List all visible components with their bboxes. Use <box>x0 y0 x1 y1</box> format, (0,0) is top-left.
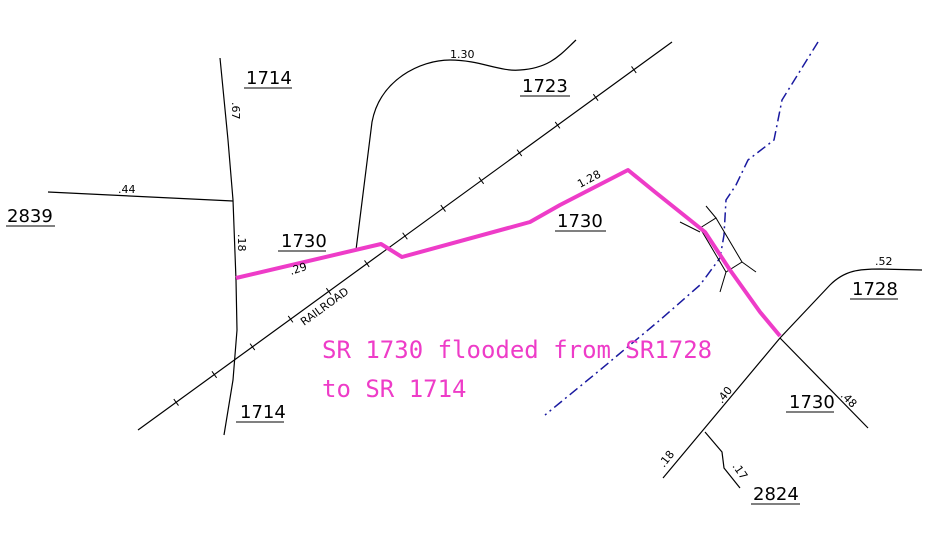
mileage-18-west: .18 <box>235 234 248 252</box>
mileage-labels: 1.30 .67 .44 .18 .29 RAILROAD 1.28 .52 .… <box>118 48 893 482</box>
road-2824-branch <box>704 431 741 489</box>
mileage-67: .67 <box>229 102 242 120</box>
mileage-40: .40 <box>714 384 735 406</box>
railroad-tick <box>325 287 332 295</box>
road-1714 <box>219 57 238 436</box>
mileage-48: .48 <box>838 389 860 411</box>
mileage-44: .44 <box>118 183 136 196</box>
mileage-18-south: .18 <box>656 448 677 470</box>
flood-annotation: SR 1730 flooded from SR1728 to SR 1714 <box>322 336 712 403</box>
railroad-tick <box>592 93 599 101</box>
bridge-structure <box>679 205 757 293</box>
road-labels: 1714 1723 2839 1730 1730 1728 1730 1714 … <box>6 68 898 505</box>
railroad-tick <box>249 343 256 351</box>
railroad-tick <box>173 398 179 406</box>
annotation-line-1: SR 1730 flooded from SR1728 <box>322 336 712 364</box>
mileage-52: .52 <box>875 255 893 268</box>
railroad-tick <box>364 260 370 268</box>
railroad-tick <box>554 121 561 129</box>
road-1730-east <box>779 337 869 429</box>
label-1730-west: 1730 <box>281 231 327 252</box>
label-1728: 1728 <box>852 279 898 300</box>
flooded-road-sr1730 <box>235 168 782 338</box>
label-1723: 1723 <box>522 76 568 97</box>
label-1730-east: 1730 <box>789 392 835 413</box>
mileage-1-30: 1.30 <box>450 48 475 61</box>
label-1714-bottom: 1714 <box>240 402 286 423</box>
railroad-tick <box>402 232 408 240</box>
annotation-line-2: to SR 1714 <box>322 375 467 403</box>
railroad-tick <box>440 204 446 212</box>
railroad-tick <box>631 66 637 74</box>
railroad-tick <box>287 315 294 323</box>
stream <box>544 41 819 416</box>
road-1723 <box>355 39 577 251</box>
label-1730-mid: 1730 <box>557 211 603 232</box>
railroad-tick <box>516 149 523 157</box>
railroad-tick <box>478 177 485 185</box>
label-1714-top: 1714 <box>246 68 292 89</box>
mileage-29: .29 <box>288 260 309 278</box>
railroad-label: RAILROAD <box>298 285 351 329</box>
railroad-tick <box>211 371 218 379</box>
road-2839 <box>47 191 234 202</box>
label-2824: 2824 <box>753 484 799 505</box>
railroad <box>137 41 673 431</box>
road-1728-2824 <box>662 268 923 479</box>
label-2839: 2839 <box>7 206 53 227</box>
